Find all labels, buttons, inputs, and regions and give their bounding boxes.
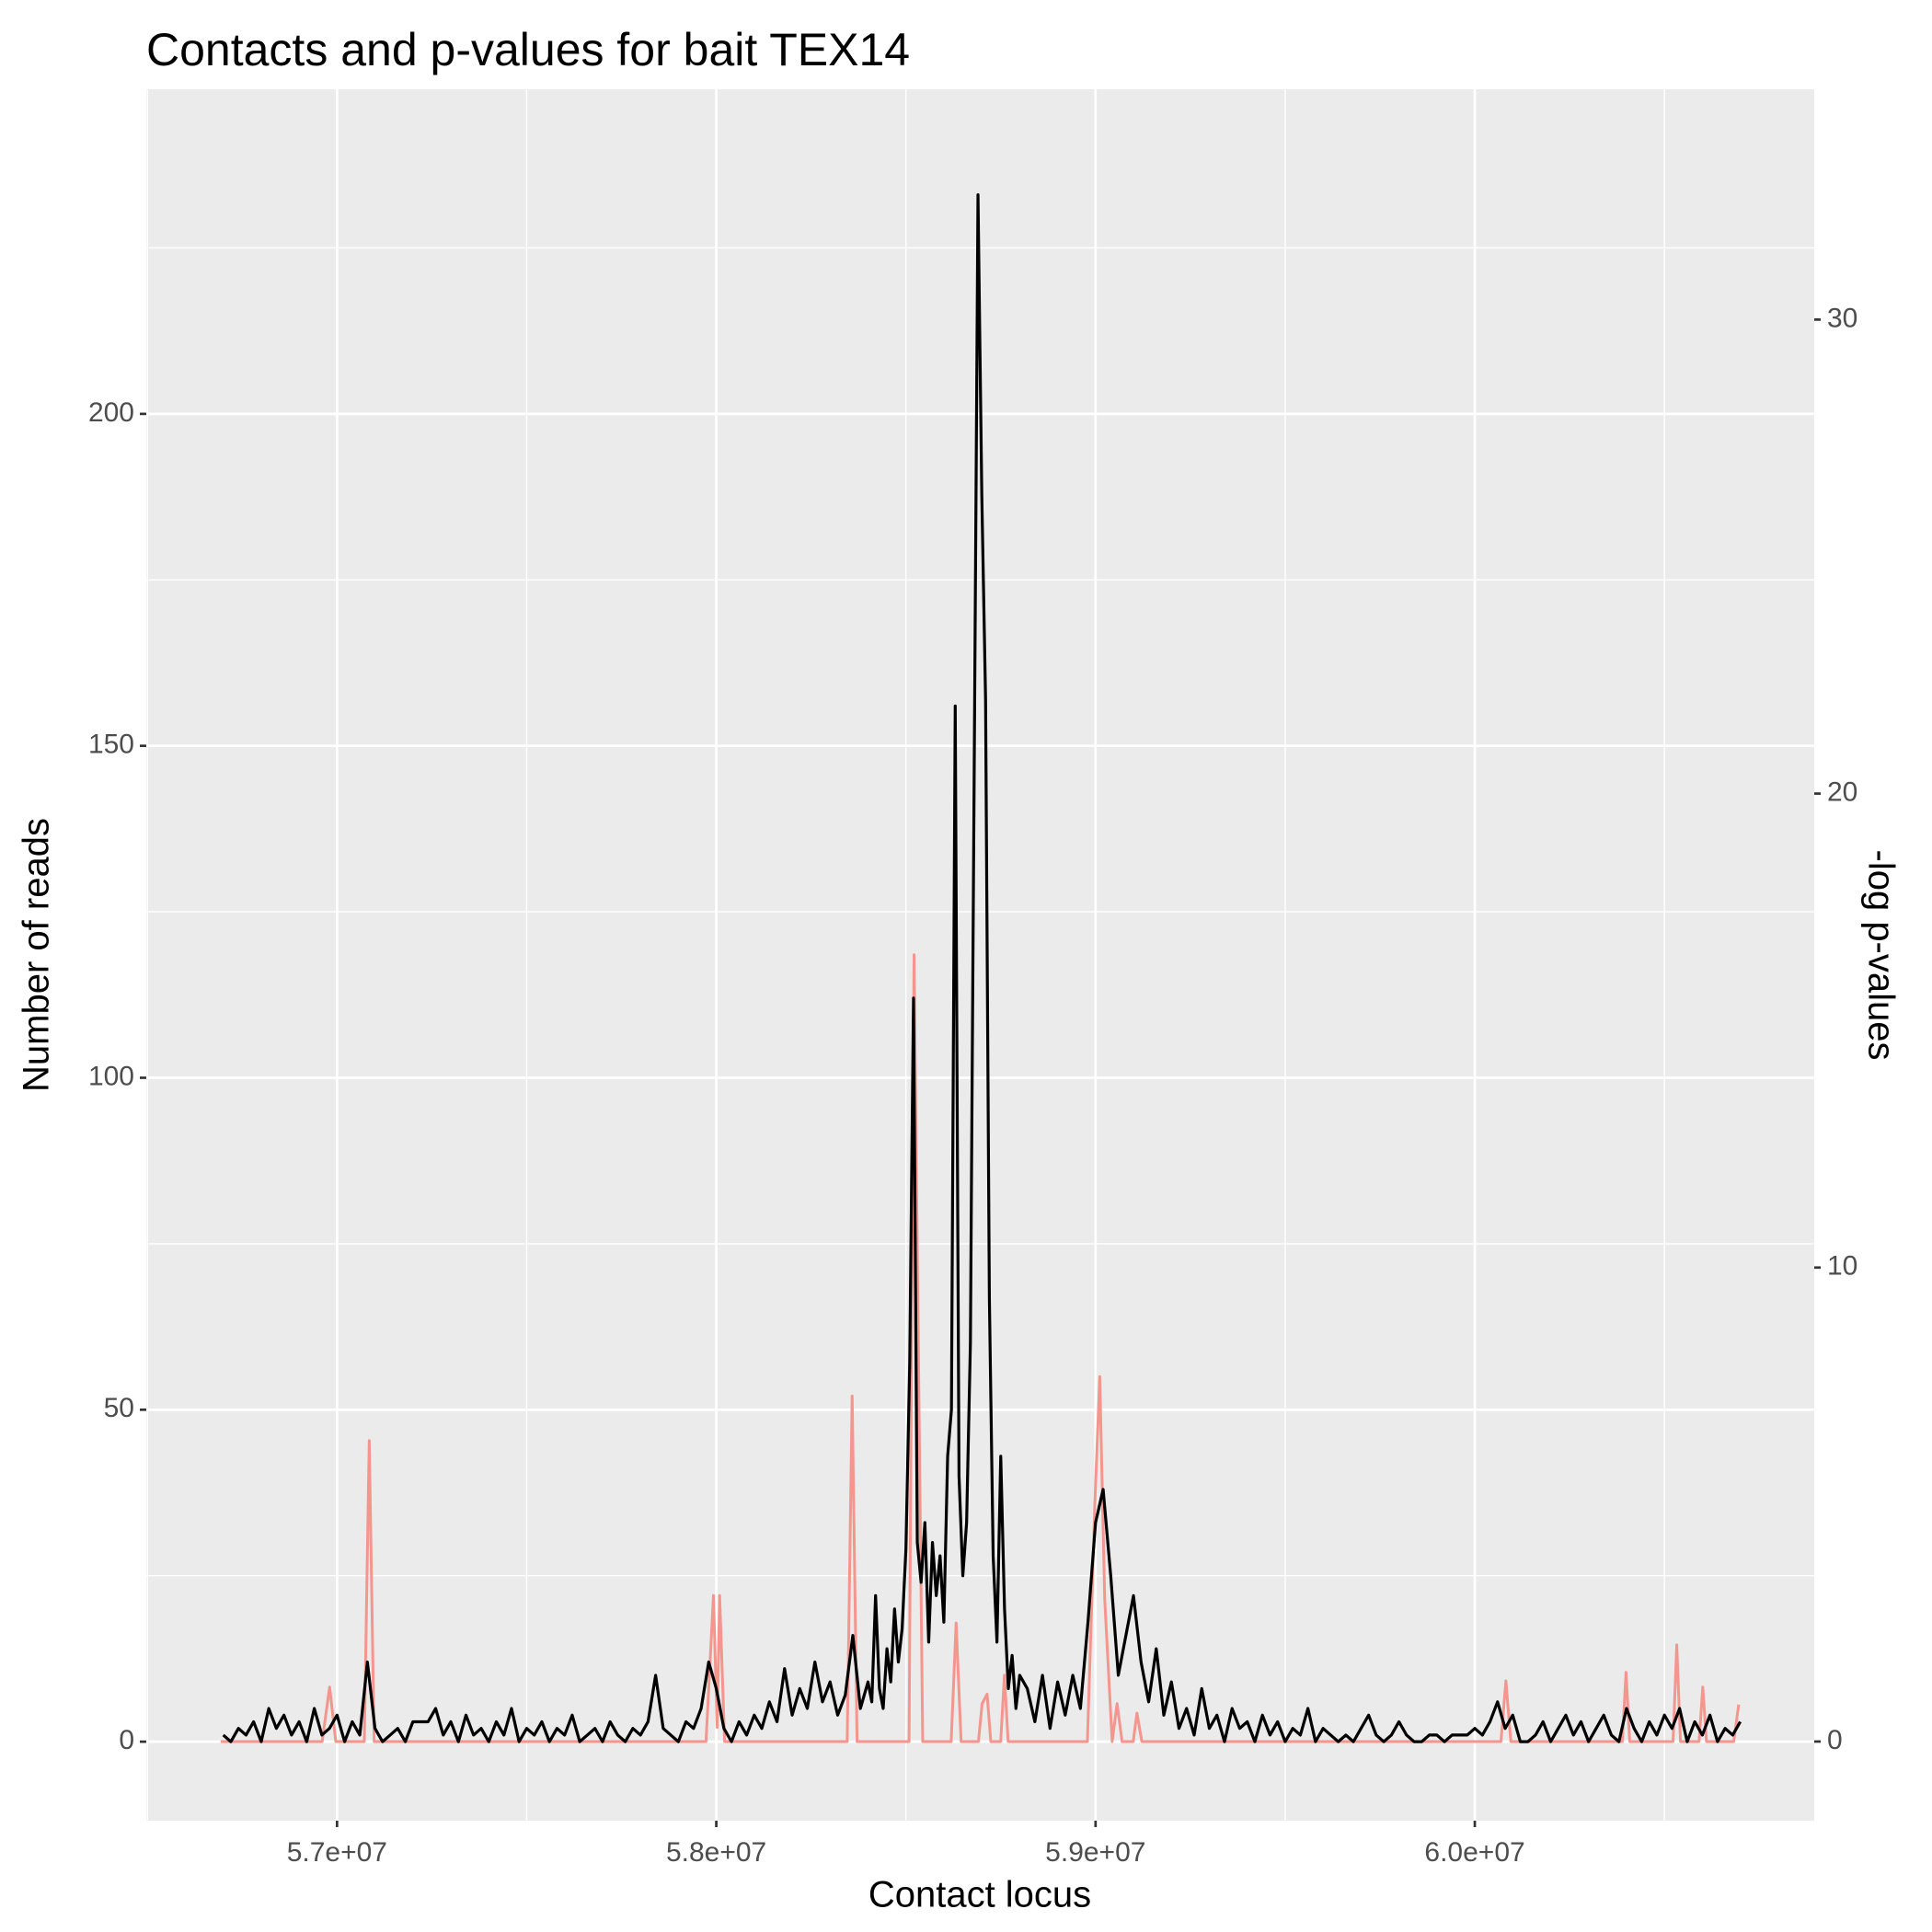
- chart-title: Contacts and p-values for bait TEX14: [146, 24, 910, 75]
- x-tick-label: 6.0e+07: [1424, 1837, 1524, 1868]
- y-tick-label: 200: [88, 397, 134, 428]
- y2-tick-label: 10: [1827, 1251, 1857, 1282]
- y-tick-label: 100: [88, 1061, 134, 1091]
- y-tick-label: 0: [119, 1725, 134, 1755]
- y2-axis-title: -log p-values: [1860, 849, 1901, 1060]
- y2-tick-label: 30: [1827, 303, 1857, 333]
- series-line: [222, 193, 1742, 1743]
- x-tick-label: 5.7e+07: [287, 1837, 387, 1868]
- x-tick-label: 5.9e+07: [1045, 1837, 1145, 1868]
- x-axis-title: Contact locus: [868, 1875, 1091, 1915]
- y-tick-label: 50: [104, 1393, 134, 1423]
- y2-tick-label: 0: [1827, 1725, 1843, 1755]
- y-tick-label: 150: [88, 730, 134, 760]
- y-axis-title: Number of reads: [17, 818, 57, 1092]
- x-tick-label: 5.8e+07: [666, 1837, 766, 1868]
- series-line: [220, 953, 1741, 1743]
- y2-tick-label: 20: [1827, 776, 1857, 807]
